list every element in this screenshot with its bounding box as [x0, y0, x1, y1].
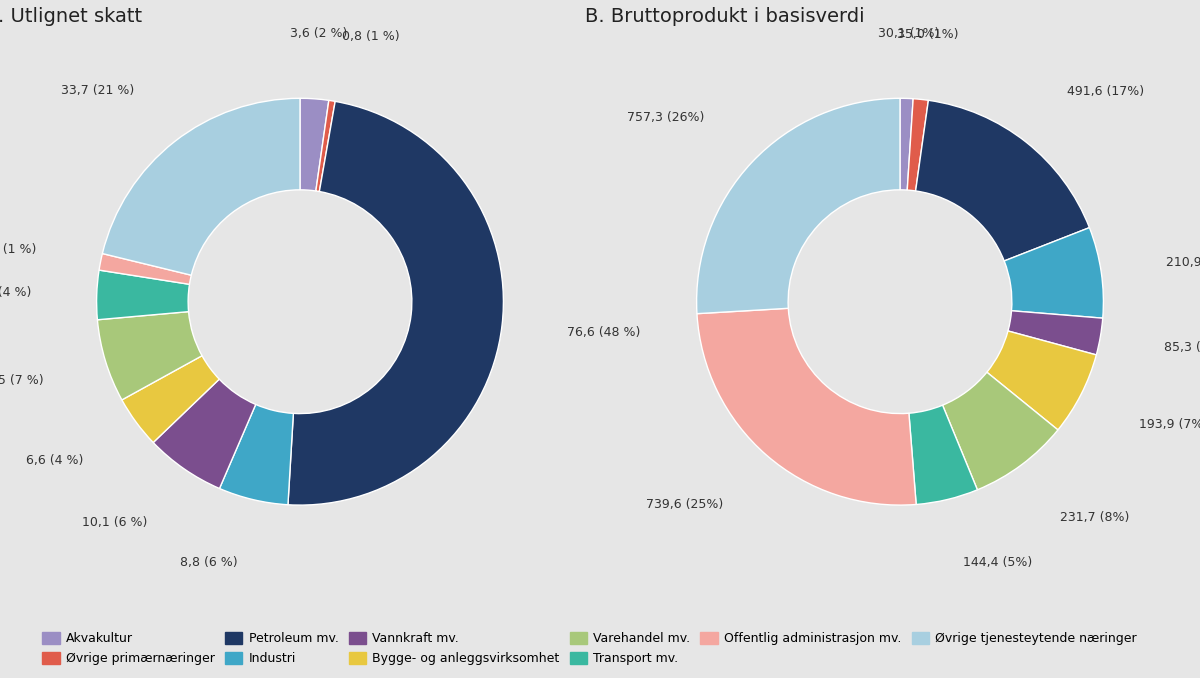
Wedge shape: [97, 270, 190, 320]
Wedge shape: [1008, 311, 1103, 355]
Wedge shape: [697, 98, 900, 314]
Text: 193,9 (7%): 193,9 (7%): [1139, 418, 1200, 431]
Text: 6,6 (4 %): 6,6 (4 %): [26, 454, 84, 467]
Text: B. Bruttoprodukt i basisverdi: B. Bruttoprodukt i basisverdi: [584, 7, 864, 26]
Wedge shape: [942, 372, 1058, 490]
Wedge shape: [100, 254, 191, 284]
Wedge shape: [316, 100, 335, 191]
Text: 144,4 (5%): 144,4 (5%): [962, 557, 1032, 570]
Wedge shape: [907, 99, 929, 191]
Wedge shape: [300, 98, 329, 191]
Wedge shape: [122, 356, 220, 443]
Wedge shape: [154, 379, 256, 488]
Text: 10,5 (7 %): 10,5 (7 %): [0, 374, 43, 386]
Text: 35,0 (1%): 35,0 (1%): [896, 28, 959, 41]
Legend: Akvakultur, Øvrige primærnæringer, Petroleum mv., Industri, Vannkraft mv., Bygge: Akvakultur, Øvrige primærnæringer, Petro…: [42, 632, 1136, 665]
Text: 231,7 (8%): 231,7 (8%): [1061, 511, 1129, 523]
Text: 491,6 (17%): 491,6 (17%): [1067, 85, 1144, 98]
Wedge shape: [1004, 228, 1103, 318]
Text: 2,1 (1 %): 2,1 (1 %): [0, 243, 37, 256]
Text: 85,3 (3%): 85,3 (3%): [1164, 342, 1200, 355]
Text: 757,3 (26%): 757,3 (26%): [628, 111, 704, 124]
Wedge shape: [102, 98, 300, 275]
Wedge shape: [97, 312, 202, 400]
Wedge shape: [908, 405, 977, 504]
Text: 33,7 (21 %): 33,7 (21 %): [61, 84, 134, 97]
Wedge shape: [288, 102, 503, 505]
Text: 210,9 (7%): 210,9 (7%): [1165, 256, 1200, 269]
Text: 6,2 (4 %): 6,2 (4 %): [0, 286, 31, 299]
Wedge shape: [986, 331, 1097, 430]
Wedge shape: [220, 405, 293, 504]
Text: 76,6 (48 %): 76,6 (48 %): [566, 326, 640, 340]
Text: 8,8 (6 %): 8,8 (6 %): [180, 557, 238, 570]
Text: 0,8 (1 %): 0,8 (1 %): [342, 30, 400, 43]
Wedge shape: [697, 308, 916, 505]
Wedge shape: [916, 100, 1090, 261]
Text: 739,6 (25%): 739,6 (25%): [647, 498, 724, 511]
Text: 10,1 (6 %): 10,1 (6 %): [82, 516, 146, 529]
Text: A. Utlignet skatt: A. Utlignet skatt: [0, 7, 142, 26]
Text: 3,6 (2 %): 3,6 (2 %): [290, 27, 348, 41]
Text: 30,1 (1%): 30,1 (1%): [878, 27, 940, 40]
Wedge shape: [900, 98, 913, 190]
